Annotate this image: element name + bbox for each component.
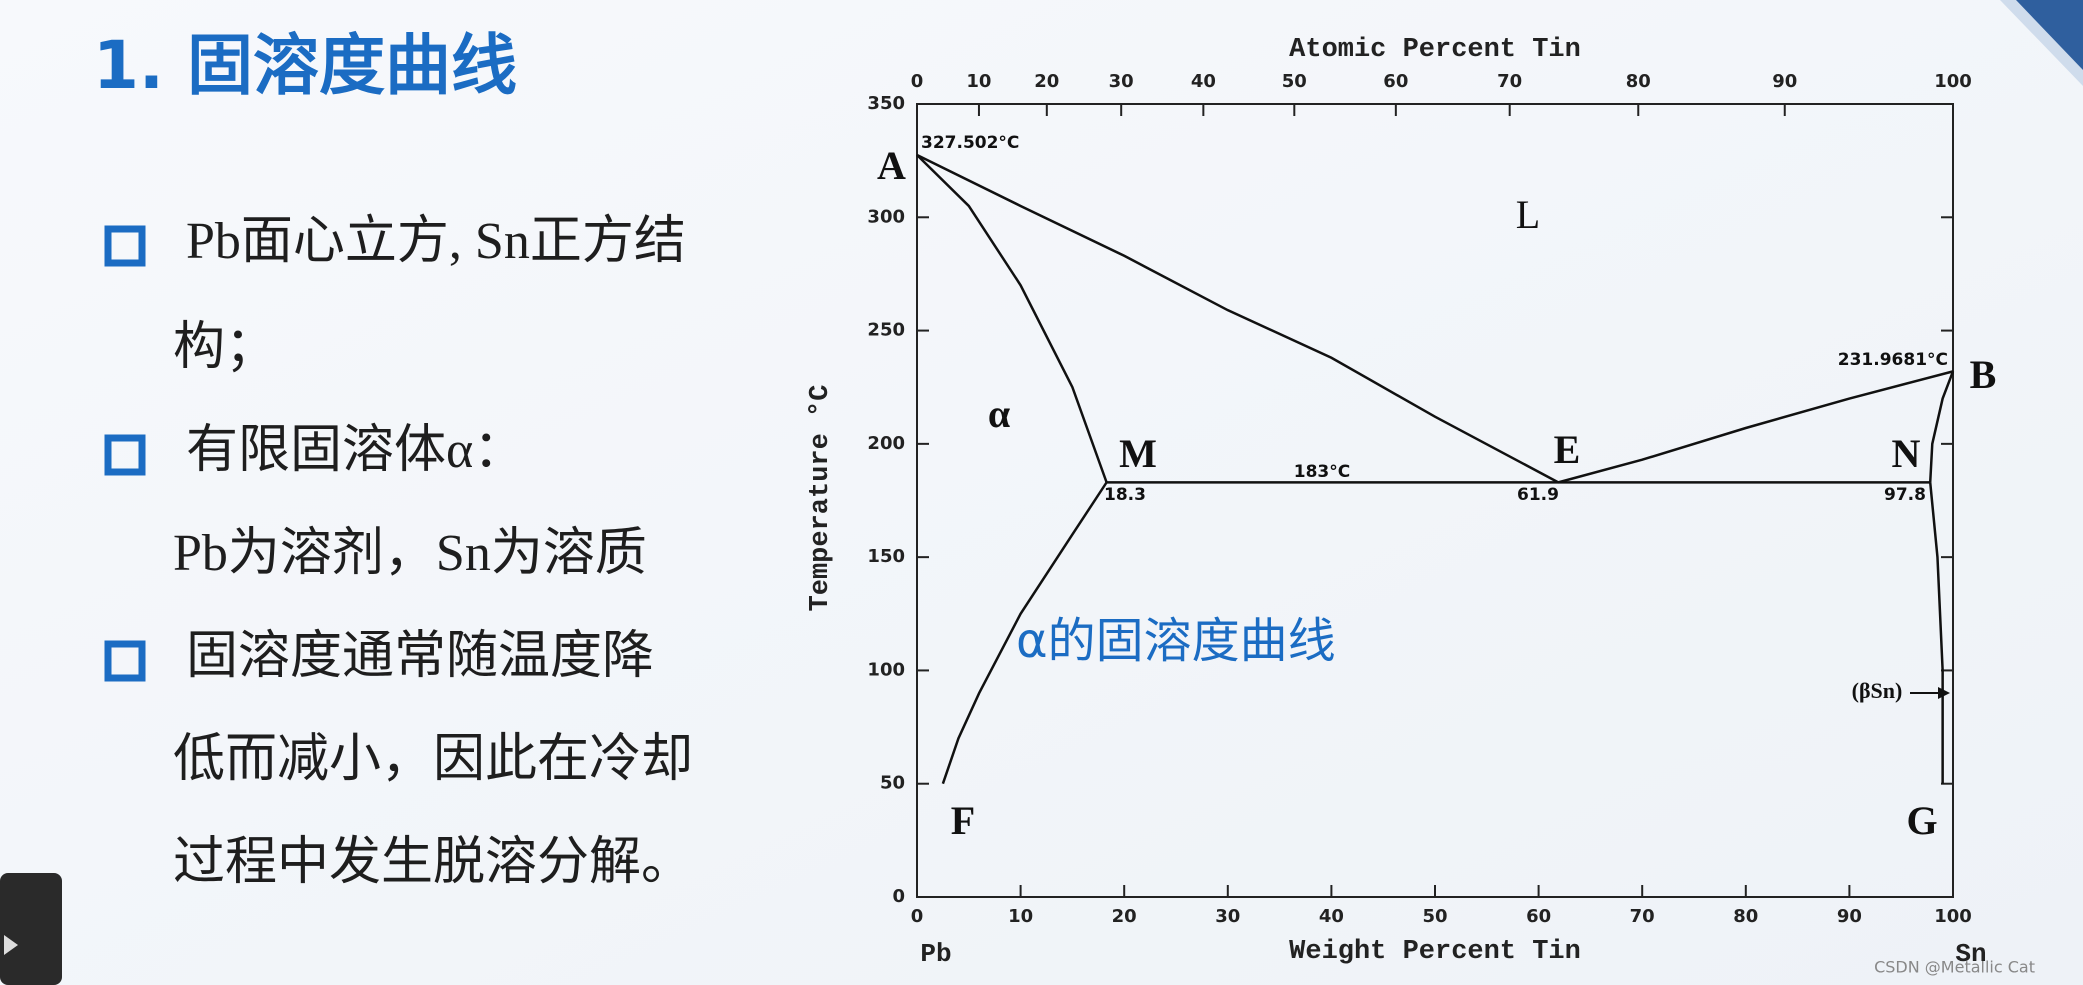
y-tick-label: 200: [867, 433, 905, 454]
annotation: α: [988, 391, 1010, 436]
annotation: B: [1970, 352, 1997, 397]
bullet-text: 固溶度通常随温度降: [186, 628, 654, 685]
annotation: L: [1516, 192, 1540, 237]
annotation: Pb: [920, 939, 951, 969]
x-tick-label: 30: [1215, 906, 1240, 927]
annotation: 183°C: [1294, 462, 1350, 482]
slide-title: 1. 固溶度曲线: [93, 27, 517, 104]
x2-tick-label: 80: [1626, 71, 1651, 92]
x-tick-label: 60: [1526, 906, 1551, 927]
annotation: α的固溶度曲线: [1016, 613, 1336, 669]
y-tick-label: 250: [867, 320, 905, 341]
bullet-marker: [104, 640, 146, 682]
x-tick-label: 0: [911, 906, 924, 927]
bullet-marker: [104, 225, 146, 267]
annotation: (βSn): [1852, 678, 1903, 703]
annotation: N: [1892, 431, 1921, 476]
phase-boundary: [941, 481, 1108, 785]
x-tick-label: 70: [1630, 906, 1655, 927]
y-tick-label: 50: [880, 773, 905, 794]
y-tick-label: 150: [867, 546, 905, 567]
annotation: M: [1119, 431, 1157, 476]
bullet-text: 低而减小，因此在冷却: [173, 731, 693, 788]
annotation: 97.8: [1884, 485, 1926, 505]
x-axis-title: Weight Percent Tin: [1289, 937, 1581, 967]
annotation: 18.3: [1104, 485, 1146, 505]
y-axis-title: Temperature °C: [806, 385, 836, 612]
phase-boundary: [1557, 370, 1954, 484]
bullet-text: 构；: [173, 319, 277, 376]
annotation-arrowhead: [1938, 687, 1950, 699]
y-tick-label: 100: [867, 659, 905, 680]
x-tick-label: 10: [1008, 906, 1033, 927]
y-tick-label: 350: [867, 93, 905, 114]
x2-tick-label: 70: [1497, 71, 1522, 92]
phase-boundary: [916, 154, 1108, 483]
watermark: CSDN @Metallic Cat: [1874, 958, 2035, 977]
player-control[interactable]: [0, 873, 62, 985]
bullet-text: Pb面心立方, Sn正方结: [186, 213, 686, 270]
phase-boundary: [916, 153, 1559, 484]
phase-boundary: [1928, 370, 1955, 483]
annotation: 327.502°C: [921, 133, 1019, 153]
annotation: G: [1906, 798, 1937, 843]
x-tick-label: 50: [1422, 906, 1447, 927]
x2-tick-label: 60: [1383, 71, 1408, 92]
x-tick-label: 80: [1733, 906, 1758, 927]
x2-tick-label: 0: [911, 71, 924, 92]
y-tick-label: 300: [867, 206, 905, 227]
bullet-marker: [104, 434, 146, 476]
x-tick-label: 40: [1319, 906, 1344, 927]
play-icon: [4, 935, 18, 955]
annotation: 61.9: [1517, 485, 1559, 505]
phase-boundary: [1928, 482, 1944, 784]
x2-tick-label: 100: [1934, 71, 1972, 92]
annotation: F: [951, 798, 975, 843]
x-tick-label: 20: [1112, 906, 1137, 927]
x-tick-label: 100: [1934, 906, 1972, 927]
x2-tick-label: 40: [1191, 71, 1216, 92]
annotation: 231.9681°C: [1838, 350, 1948, 370]
bullet-text: 过程中发生脱溶分解。: [173, 834, 693, 891]
x2-tick-label: 50: [1282, 71, 1307, 92]
bullet-text: Pb为溶剂，Sn为溶质: [173, 525, 647, 582]
x-tick-label: 90: [1837, 906, 1862, 927]
annotation: Sn: [1955, 939, 1986, 969]
top-axis-title: Atomic Percent Tin: [1289, 35, 1581, 65]
x2-tick-label: 30: [1109, 71, 1134, 92]
annotation: A: [877, 143, 906, 188]
corner-decor: [2000, 0, 2083, 86]
y-tick-label: 0: [892, 886, 905, 907]
annotation: E: [1554, 427, 1581, 472]
x2-tick-label: 90: [1772, 71, 1797, 92]
x2-tick-label: 10: [966, 71, 991, 92]
bullet-text: 有限固溶体α：: [186, 422, 525, 479]
x2-tick-label: 20: [1034, 71, 1059, 92]
